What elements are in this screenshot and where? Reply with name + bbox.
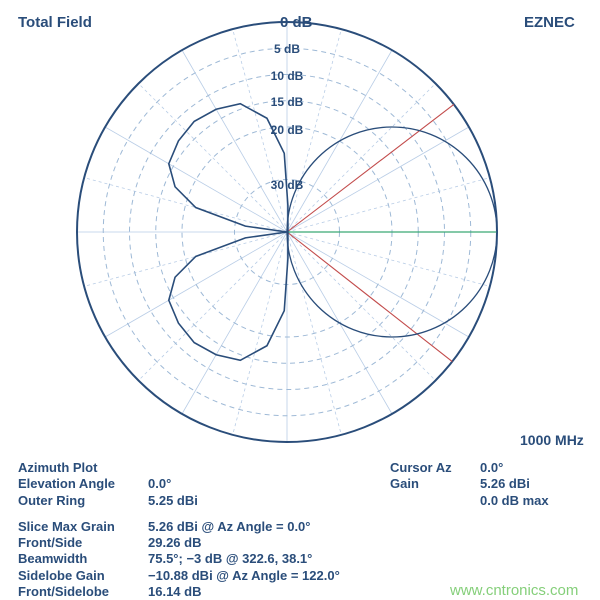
header-right: EZNEC xyxy=(524,14,575,31)
ring-label: 15 dB xyxy=(271,95,304,109)
ring-label: 30 dB xyxy=(271,178,304,192)
info-block-left: Azimuth PlotElevation Angle0.0°Outer Rin… xyxy=(18,460,340,600)
ring-label: 20 dB xyxy=(271,123,304,137)
info-block-right: Cursor Az0.0°Gain5.26 dBi0.0 dB max xyxy=(390,460,549,509)
ring-label: 10 dB xyxy=(271,69,304,83)
header-center: 0 dB xyxy=(280,14,313,31)
header-left: Total Field xyxy=(18,14,92,31)
frequency-label: 1000 MHz xyxy=(520,432,584,448)
watermark: www.cntronics.com xyxy=(450,582,578,599)
ring-label: 5 dB xyxy=(274,42,300,56)
